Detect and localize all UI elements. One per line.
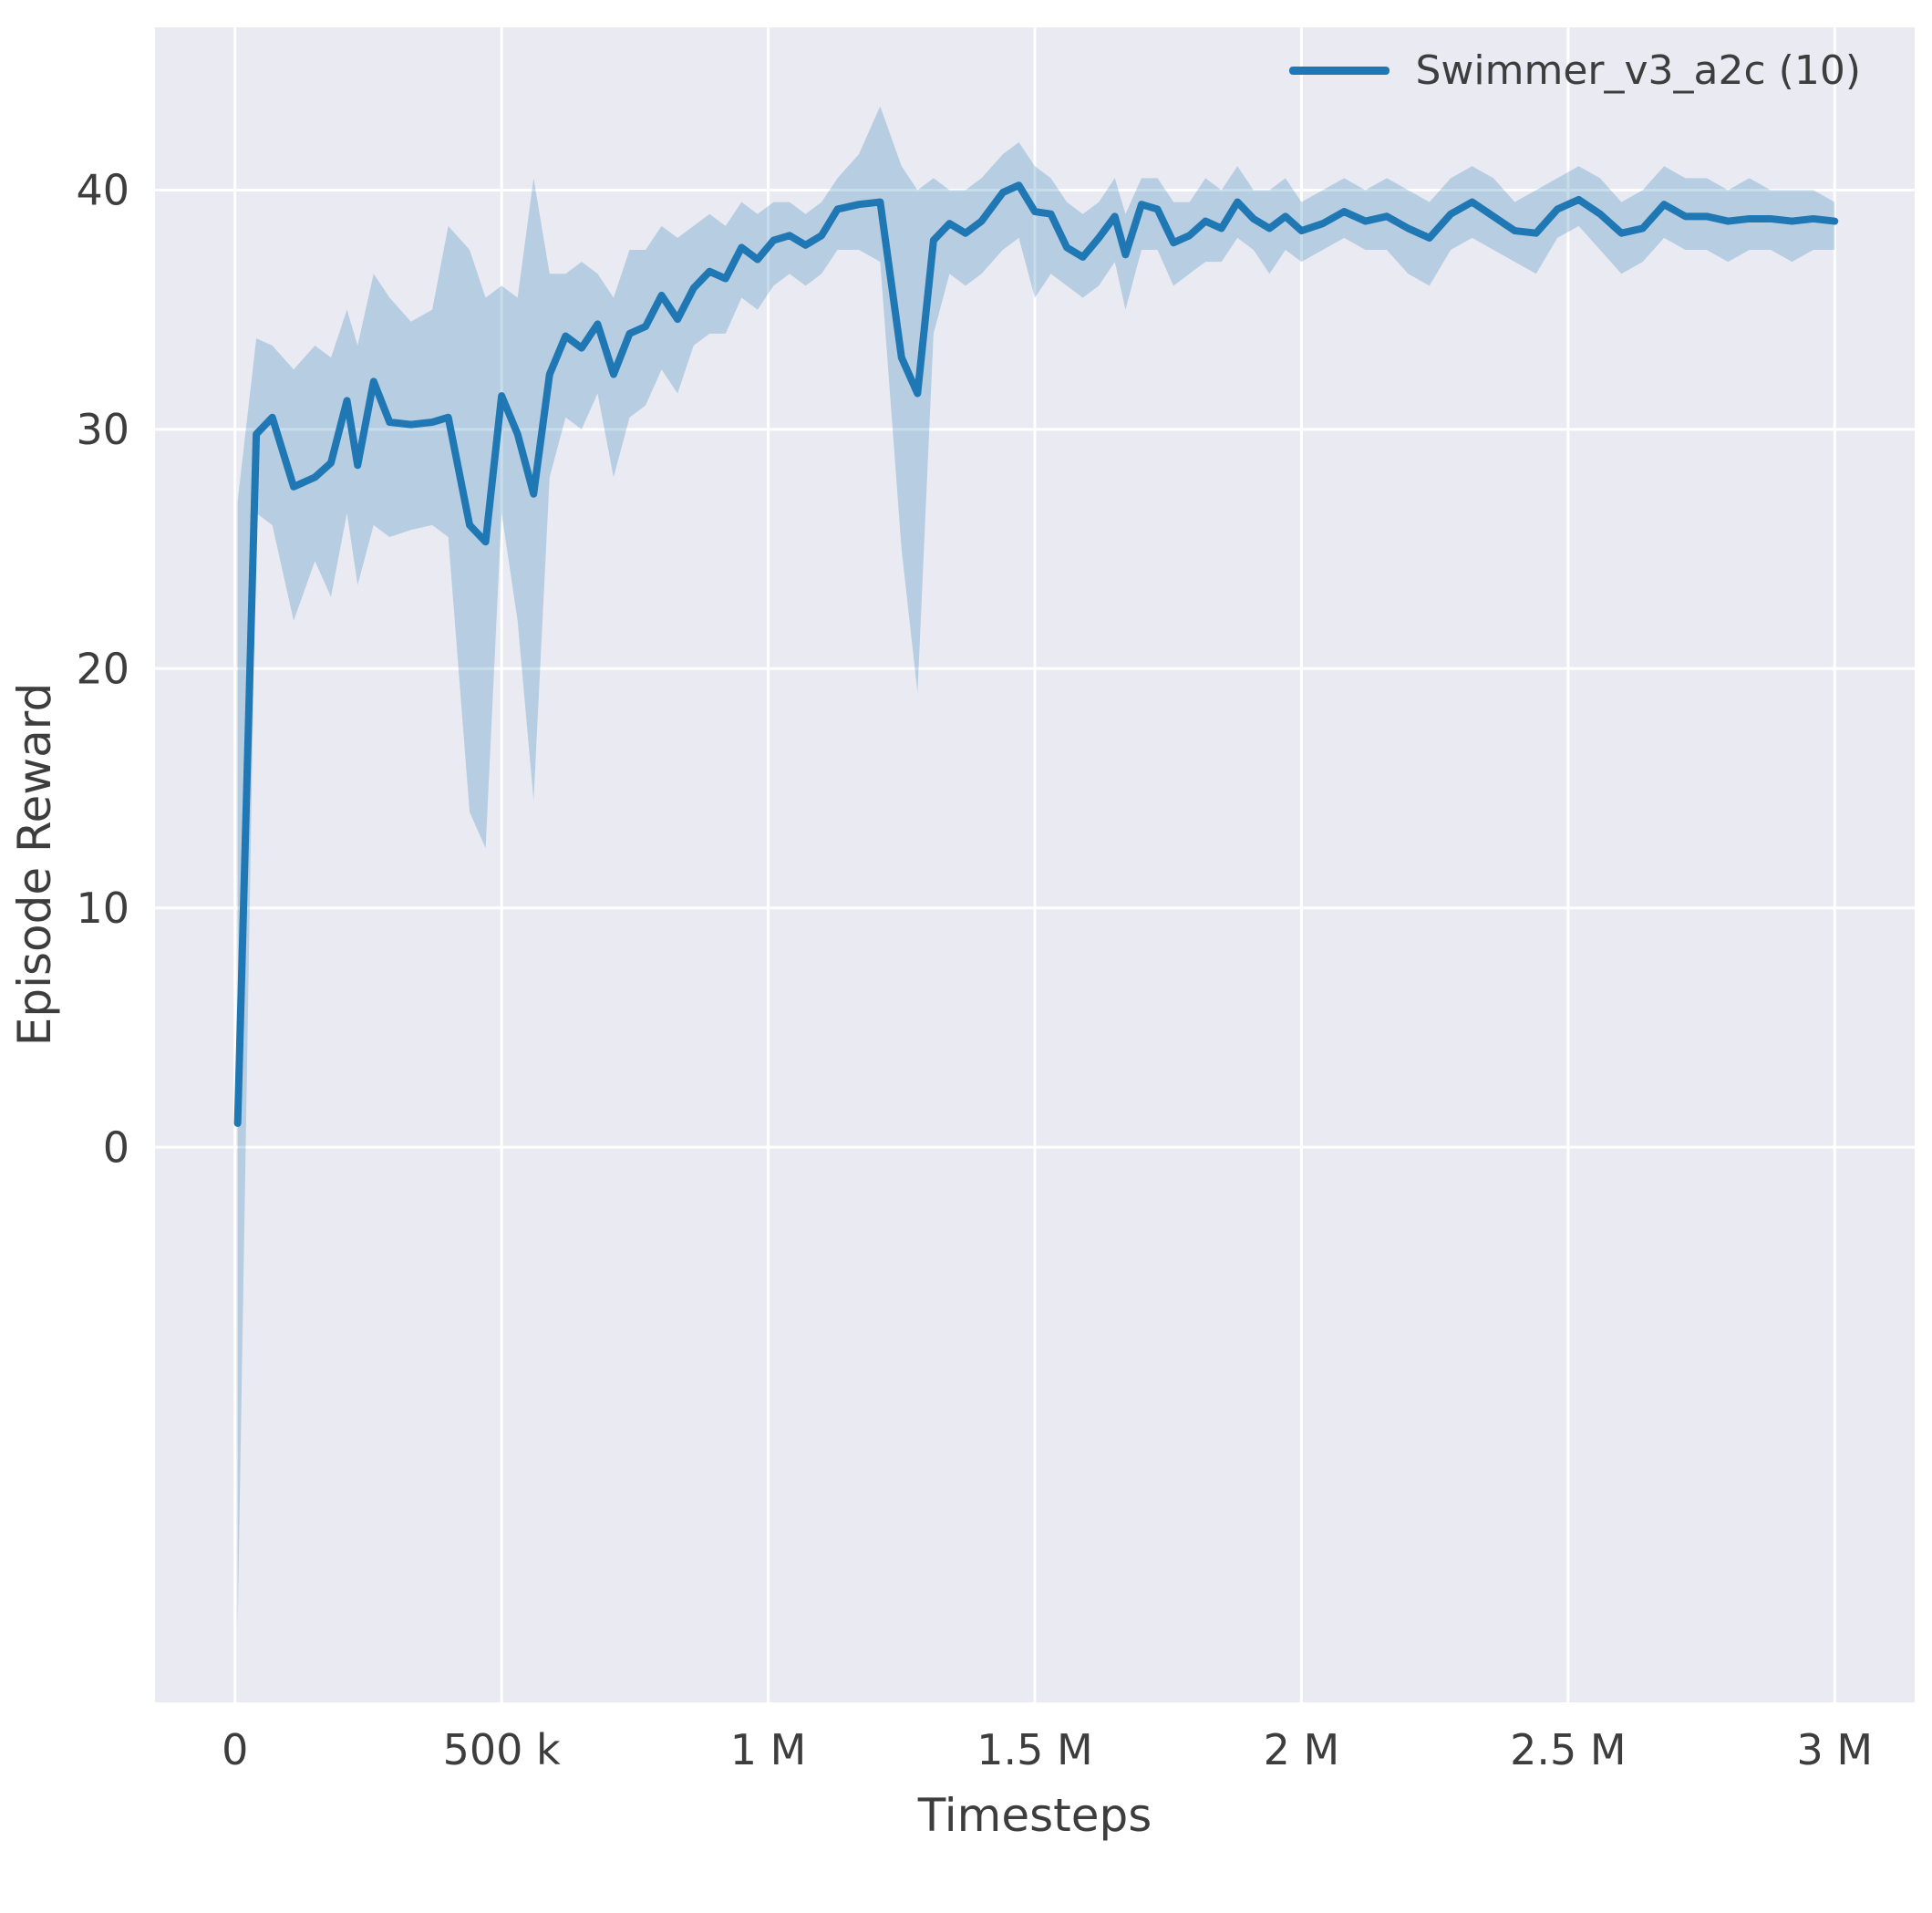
legend-label: Swimmer_v3_a2c (10) [1415,47,1861,94]
x-tick-label: 2.5 M [1510,1725,1626,1774]
x-tick-label: 0 [222,1725,248,1774]
x-axis-label: Timesteps [917,1789,1152,1842]
x-tick-label: 500 k [443,1725,561,1774]
mean-line [233,181,1839,1127]
legend-line-swatch [1289,67,1390,75]
y-tick-label: 10 [76,884,129,933]
y-axis-label: Episode Reward [8,682,61,1047]
x-tick-label: 2 M [1264,1725,1340,1774]
y-tick-label: 30 [76,405,129,454]
x-tick-label: 1 M [730,1725,807,1774]
legend: Swimmer_v3_a2c (10) [1289,47,1861,94]
y-tick-label: 20 [76,644,129,693]
y-tick-label: 0 [103,1122,129,1172]
y-tick-label: 40 [76,166,129,215]
x-tick-label: 1.5 M [976,1725,1092,1774]
x-tick-label: 3 M [1796,1725,1873,1774]
